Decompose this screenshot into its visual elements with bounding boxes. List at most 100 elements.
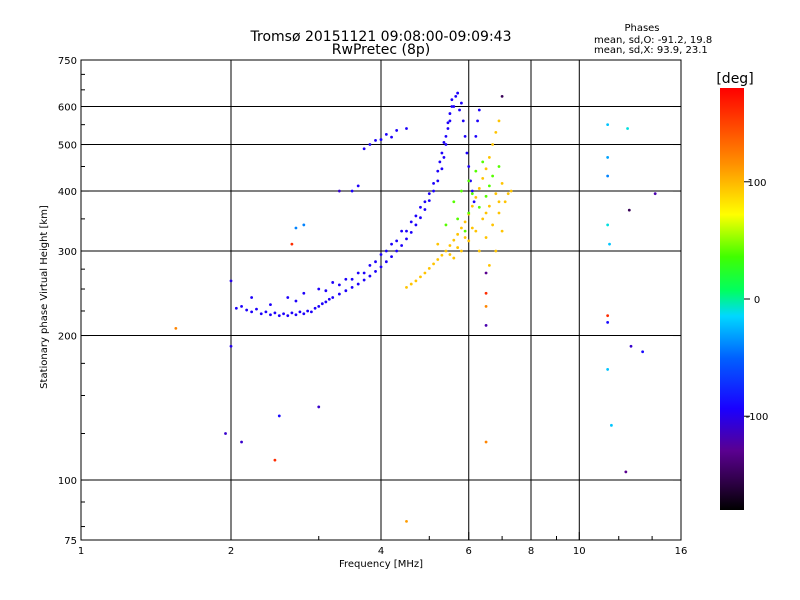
y-tick-label: 200 <box>58 332 77 343</box>
data-point <box>432 181 435 185</box>
data-point <box>484 236 488 239</box>
x-tick-label: 4 <box>378 546 384 557</box>
data-point <box>484 167 488 171</box>
data-point <box>414 279 418 283</box>
data-point <box>610 423 613 427</box>
data-point <box>269 313 272 317</box>
data-point <box>629 344 633 348</box>
data-point <box>467 165 471 168</box>
data-point <box>452 105 456 108</box>
colorbar-tick-label: 0 <box>754 295 760 306</box>
data-point <box>436 258 440 261</box>
data-point <box>448 244 452 247</box>
phase-stats-o: mean, sd,O: -91.2, 19.8 <box>594 35 712 46</box>
data-point <box>409 231 413 234</box>
data-point <box>436 169 440 173</box>
data-point <box>497 165 501 168</box>
data-point <box>460 189 463 193</box>
colorbar <box>720 88 744 510</box>
data-point <box>506 192 510 196</box>
data-point <box>419 205 422 209</box>
data-point <box>487 156 491 159</box>
x-tick-label: 1 <box>78 546 84 557</box>
data-point <box>240 440 243 444</box>
data-point <box>477 205 481 209</box>
data-point <box>606 321 610 324</box>
data-point <box>400 244 404 247</box>
data-point <box>277 314 281 318</box>
y-tick-label: 400 <box>58 187 77 198</box>
data-point <box>350 277 354 281</box>
y-tick-label: 750 <box>58 56 77 67</box>
data-point <box>461 119 465 123</box>
data-point <box>432 262 435 266</box>
axis-ticks: 1 2 4 6 8 10 16 75 100 200 300 400 500 600 750 <box>58 56 687 557</box>
data-point <box>427 266 431 270</box>
data-point <box>509 189 513 193</box>
data-point <box>500 181 504 185</box>
data-point <box>456 246 460 249</box>
data-point <box>255 307 258 311</box>
phase-stats-heading: Phases <box>624 23 659 34</box>
data-point <box>474 169 478 173</box>
data-point <box>423 200 427 204</box>
data-point <box>448 112 452 115</box>
data-point <box>442 156 446 159</box>
data-point <box>294 226 298 230</box>
data-point <box>414 214 418 218</box>
y-tick-label: 500 <box>58 141 77 152</box>
data-point <box>368 274 372 278</box>
data-point <box>384 260 388 264</box>
data-point <box>224 432 227 435</box>
data-point <box>302 291 306 295</box>
data-point <box>440 151 444 155</box>
data-point <box>294 299 298 303</box>
data-point <box>294 313 298 317</box>
data-point <box>286 296 290 299</box>
data-point <box>414 223 418 227</box>
y-tick-label: 100 <box>58 476 77 487</box>
data-point <box>390 255 393 259</box>
data-point <box>405 285 408 289</box>
data-point <box>470 204 474 208</box>
data-point <box>442 141 446 144</box>
data-point <box>606 174 610 178</box>
data-point <box>487 204 491 208</box>
data-point <box>472 200 476 204</box>
data-point <box>484 440 488 444</box>
data-point <box>400 229 404 233</box>
x-tick-label: 2 <box>228 546 234 557</box>
data-point <box>446 121 450 125</box>
data-point <box>497 211 501 215</box>
data-point <box>470 226 474 230</box>
data-point <box>234 306 238 310</box>
data-point <box>395 249 399 253</box>
data-point <box>481 217 485 221</box>
data-point <box>250 310 254 314</box>
data-point <box>273 311 277 315</box>
data-point <box>277 414 281 418</box>
data-point <box>356 184 360 188</box>
data-point <box>374 138 377 142</box>
data-point <box>327 297 331 301</box>
data-point <box>384 249 388 253</box>
data-point <box>320 302 324 306</box>
grid-lines <box>81 60 681 540</box>
data-point <box>450 98 454 102</box>
data-point <box>463 220 467 224</box>
data-point <box>450 105 454 108</box>
data-point <box>444 223 448 227</box>
data-point <box>641 350 645 354</box>
data-point <box>240 305 243 308</box>
data-point <box>317 287 321 291</box>
data-point <box>384 132 388 136</box>
data-point <box>467 211 471 215</box>
x-axis-label: Frequency [MHz] <box>339 559 423 570</box>
data-point <box>423 208 427 211</box>
y-axis-label: Stationary phase Virtual Height [km] <box>39 205 50 389</box>
data-point <box>395 239 399 243</box>
data-point <box>440 253 444 257</box>
data-point <box>356 282 360 286</box>
data-point <box>497 200 501 204</box>
